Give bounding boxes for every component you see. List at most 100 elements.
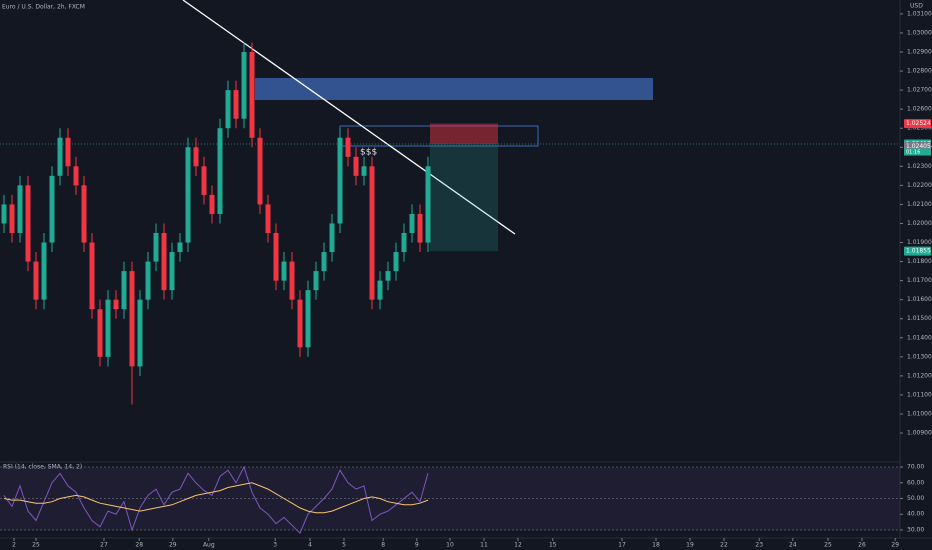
x-tick-label: 5 [342,542,346,549]
candle-body [345,137,351,157]
y-tick-label: 1.02500 [907,125,932,132]
candle-body [409,213,415,234]
x-tick-label: 18 [652,542,660,549]
candle-body [145,261,151,300]
candle-body [225,90,231,129]
candle-body [177,242,183,253]
candle-body [33,261,39,300]
candle-body [17,185,23,234]
x-tick-label: 9 [415,542,419,549]
x-tick-label: 29 [169,542,177,549]
y-tick-label: 1.02900 [907,49,932,56]
y-tick-label: 1.02300 [907,163,932,170]
x-tick-label: 3 [273,542,277,549]
x-tick-label: 4 [308,542,312,549]
candle-body [73,166,79,186]
candle-body [161,233,167,291]
candle-body [289,261,295,300]
x-tick-label: 12 [514,542,522,549]
rsi-line [3,465,429,534]
candle-body [9,204,15,234]
x-tick-label: 15 [549,542,557,549]
candle-body [65,137,71,167]
y-tick-label: 1.01700 [907,277,932,284]
x-tick-label: 17 [618,542,626,549]
candle-body [273,233,279,281]
x-tick-label: 25 [32,542,40,549]
y-tick-label: 40.00 [907,511,924,518]
y-tick-label: 1.01100 [907,391,932,398]
y-tick-label: 1.02000 [907,220,932,227]
candle-body [281,261,287,281]
candle-body [129,271,135,367]
y-tick-label: 1.01500 [907,315,932,322]
stop-zone [430,123,498,145]
candle-body [153,233,159,262]
candle-body [393,252,399,272]
y-tick-label: 30.00 [907,526,924,533]
supply-zone [255,78,653,100]
price-label: 1.02524 [906,120,931,127]
y-tick-label: 1.01200 [907,372,932,379]
target-zone [430,144,498,252]
candle-body [369,166,375,300]
candle-body [185,147,191,243]
candle-body [137,299,143,367]
y-tick-label: 1.01000 [907,410,932,417]
price-label: 1.01855 [906,248,931,255]
candle-body [89,242,95,310]
candle-body [41,242,47,300]
candle-body [121,271,127,310]
y-tick-label: 1.00900 [907,430,932,437]
candle-body [169,252,175,291]
x-tick-label: 27 [100,542,108,549]
price-label-bg [904,246,931,256]
candle-body [297,299,303,348]
y-tick-label: 1.02100 [907,201,932,208]
candle-body [217,128,223,214]
candle-body [313,271,319,291]
candle-body [241,52,247,119]
candle-body [209,194,215,214]
y-tick-label: 1.03100 [907,10,932,17]
x-tick-label: 2 [12,542,16,549]
y-tick-label: 50.00 [907,495,924,502]
x-tick-label: 23 [755,542,763,549]
x-tick-label: Aug [203,542,215,549]
candle-body [105,299,111,357]
x-tick-label: 25 [824,542,832,549]
candle-body [97,309,103,357]
x-tick-label: 8 [381,542,385,549]
candle-body [193,147,199,167]
x-tick-label: 11 [480,542,488,549]
x-tick-label: 10 [446,542,454,549]
candle-body [377,280,383,300]
rsi-line [3,482,429,514]
candle-body [417,213,423,243]
x-tick-label: 26 [858,542,866,549]
y-tick-label: 1.02600 [907,106,932,113]
candle-body [49,175,55,243]
candle-body [233,90,239,119]
y-tick-label: 1.02700 [907,87,932,94]
price-label: 1.02405 [906,143,931,150]
y-tick-label: 1.02200 [907,182,932,189]
liquidity-annotation: $$$ [360,148,377,158]
candle-body [305,290,311,348]
candle-body [57,137,63,176]
rsi-legend: RSI (14, close, SMA, 14, 2) [3,464,82,471]
y-tick-label: 1.01800 [907,258,932,265]
candle-body [81,185,87,243]
candle-body [361,166,367,176]
candle-body [401,233,407,253]
candle-body [321,252,327,272]
candle-body [385,271,391,281]
candle-body [113,299,119,310]
x-tick-label: 29 [891,542,899,549]
price-label-bg [904,119,931,129]
candle-body [353,156,359,176]
y-tick-label: 1.03000 [907,29,932,36]
candle-body [201,166,207,195]
candle-body [1,204,7,224]
